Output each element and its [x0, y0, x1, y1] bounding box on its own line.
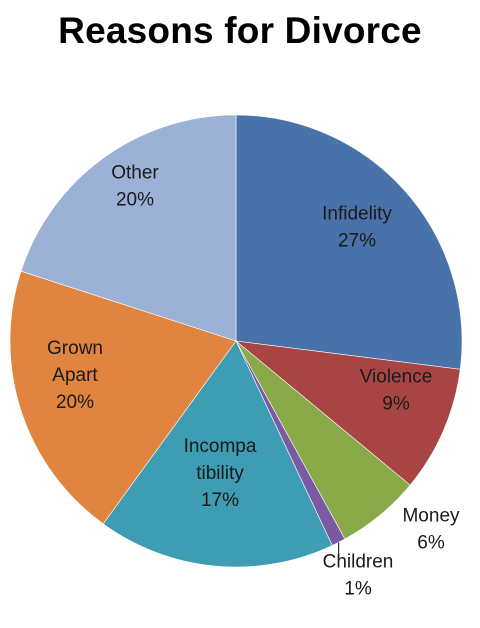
- slice-label-infidelity: Infidelity 27%: [322, 204, 392, 252]
- slice-label-violence: Violence 9%: [360, 367, 433, 415]
- slice-label-grown-apart: Grown Apart 20%: [47, 338, 103, 413]
- chart-title: Reasons for Divorce: [58, 10, 422, 51]
- pie-slice-grown-apart: [9, 270, 237, 525]
- slice-label-money: Money 6%: [402, 506, 460, 554]
- slice-label-children: Children 1%: [323, 552, 394, 600]
- pie-slice-incompatibility: [102, 340, 333, 568]
- pie-slice-infidelity: [235, 114, 463, 370]
- pie-slice-violence: [235, 340, 461, 486]
- pie-slice-other: [20, 114, 237, 342]
- slice-label-other: Other 20%: [111, 163, 159, 211]
- slice-label-incompatibility: Incompa tibility 17%: [184, 436, 257, 511]
